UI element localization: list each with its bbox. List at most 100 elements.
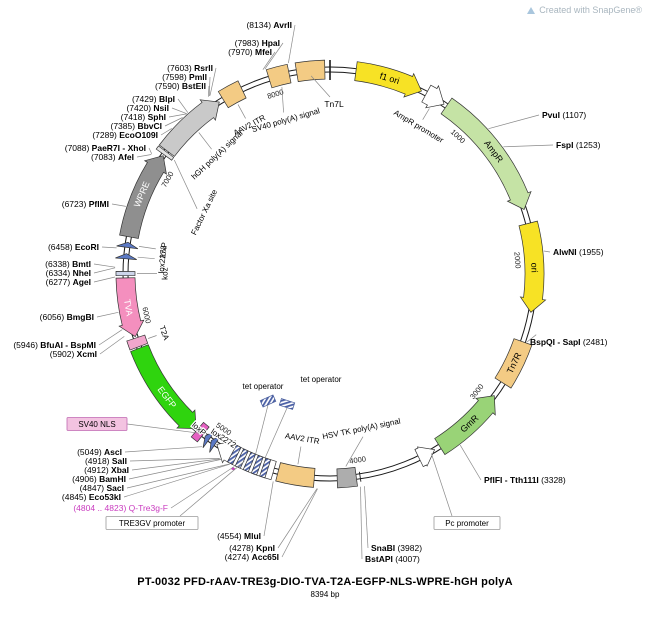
feature-leader-loxp-2 (138, 246, 156, 250)
feature-sv40-polya (265, 63, 292, 89)
feature-tet-operator-seg-4 (234, 448, 249, 469)
site-leader-kpni (277, 488, 318, 549)
feature-sv40-nls (190, 421, 210, 443)
title-block: PT-0032 PFD-rAAV-TRE3g-DIO-TVA-T2A-EGFP-… (0, 576, 650, 599)
tn7l-label: Tn7L (324, 99, 344, 109)
feature-tn7l (294, 59, 326, 83)
tick-label-2000: 2000 (512, 252, 522, 269)
feature-gmr (434, 395, 496, 456)
site-leader-q-tre3g-f (170, 466, 235, 509)
pc-promoter-label: Pc promoter (445, 519, 489, 528)
tet-operator-callout-1-swatch (259, 394, 277, 408)
site-label-bbvci: (7385) BbvCI (111, 121, 163, 131)
feature-label-aav2-itr-2: AAV2 ITR (284, 431, 320, 446)
site-label-sphi: (7418) SphI (121, 112, 166, 122)
plasmid-size: 8394 bp (310, 590, 340, 599)
feature-leader-sv40-polya (281, 87, 284, 113)
feature-lox2272-2 (115, 253, 137, 260)
site-leader-ecoo109i (160, 128, 172, 136)
feature-aav2-itr-2 (275, 462, 316, 488)
feature-label-t2a: T2A (157, 324, 171, 341)
feature-leader-lox2272-2 (137, 256, 155, 260)
site-label-paer7i-xhoi: (7088) PaeR7I - XhoI (65, 143, 146, 153)
feature-lox2272-1 (209, 434, 222, 453)
pc-promoter-label-leader (430, 453, 453, 517)
site-label-ecori: (6458) EcoRI (48, 242, 99, 252)
site-leader-pflmi (111, 203, 126, 207)
site-label-hpai: (7983) HpaI (235, 38, 280, 48)
feature-tet-operator-seg-3 (242, 451, 257, 473)
feature-ampr-promoter (421, 84, 445, 109)
site-leader-eco53ki (123, 463, 230, 498)
site-leader-sphi (168, 113, 187, 118)
site-label-sali: (4918) SalI (85, 456, 127, 466)
site-leader-sali (129, 458, 220, 462)
tet-operator-callout-2: tet operator (301, 375, 342, 384)
feature-label-lox2272-2: lox2272 (157, 245, 168, 274)
site-leader-nsii (171, 107, 187, 115)
site-label-snabi: SnaBI (3982) (371, 543, 422, 553)
site-leader-bmgbi (96, 311, 119, 318)
snapgene-logo-icon (527, 6, 536, 14)
feature-t2a (126, 334, 149, 351)
site-label-acc65i: (4274) Acc65I (225, 552, 279, 562)
site-leader-bmti (93, 263, 116, 268)
feature-label-loxp-2: loxP (158, 242, 169, 259)
site-leader-asci (124, 446, 203, 453)
tet-operator-callout-2-swatch (278, 398, 296, 410)
feature-tva (115, 277, 145, 338)
site-leader-rsrii (209, 67, 217, 96)
tre3gv-promoter-label: TRE3GV promoter (119, 519, 186, 528)
site-leader-avrii (288, 24, 296, 64)
site-label-agei: (6277) AgeI (46, 277, 91, 287)
site-label-rsrii: (7603) RsrII (167, 63, 213, 73)
site-leader-saci (126, 463, 230, 489)
site-label-kpni: (4278) KpnI (229, 543, 275, 553)
site-leader-ecori (101, 246, 117, 249)
site-label-blpi: (7429) BlpI (132, 94, 175, 104)
feature-tet-operator-seg-5 (226, 444, 242, 465)
pc-promoter-label-box (433, 516, 501, 530)
site-leader-bfuai-bspmi (98, 329, 123, 346)
site-leader-snabi (364, 486, 369, 549)
feature-label-tva: TVA (122, 298, 135, 316)
feature-kozak (115, 271, 136, 277)
feature-leader-t2a (147, 335, 157, 339)
site-leader-mlui (263, 481, 274, 537)
tre3gv-promoter-label-box (105, 516, 199, 530)
site-leader-blpi (177, 98, 189, 113)
site-label-xcmi: (5902) XcmI (50, 349, 97, 359)
site-leader-paer7i-xhoi (148, 147, 153, 154)
tet-operator-callout-1: tet operator (243, 382, 284, 391)
feature-f1-ori (354, 61, 422, 98)
feature-leader-ampr-promoter (422, 108, 430, 120)
feature-hgh-polya (158, 99, 220, 157)
attribution-text: Created with SnapGene® (539, 5, 642, 15)
site-label-pvui: PvuI (1107) (542, 110, 586, 120)
site-label-bamhi: (4906) BamHI (72, 474, 126, 484)
site-label-asci: (5049) AscI (77, 447, 122, 457)
feature-tet-operator-seg-1 (259, 457, 272, 479)
site-label-bstapi: BstAPI (4007) (365, 554, 420, 564)
feature-pc-promoter (414, 446, 436, 468)
site-leader-bsteii (207, 85, 210, 97)
site-label-bfuai-bspmi: (5946) BfuAI - BspMI (13, 340, 96, 350)
site-label-eco53ki: (4845) Eco53kI (62, 492, 121, 502)
site-leader-pvui (488, 114, 540, 130)
tick-label-4000: 4000 (349, 454, 367, 465)
site-leader-nhei (93, 267, 116, 274)
feature-leader-aav2-itr-1 (237, 104, 246, 119)
sv40-nls-label: SV40 NLS (78, 420, 115, 429)
tick-label-6000: 6000 (140, 306, 152, 324)
site-leader-fspi (503, 144, 554, 148)
site-label-fspi: FspI (1253) (556, 140, 601, 150)
site-label-pflfi-tth111i: PflFI - Tth111I (3328) (484, 475, 566, 485)
feature-factor-xa-site (155, 145, 175, 161)
feature-tet-operator-seg-2 (250, 454, 264, 476)
tet-operator-callout-2-leader (264, 407, 288, 459)
site-leader-afei (136, 154, 152, 158)
feature-hsv-tk-polya (336, 467, 358, 489)
feature-wpre (119, 155, 167, 239)
feature-loxp-2 (116, 241, 139, 250)
